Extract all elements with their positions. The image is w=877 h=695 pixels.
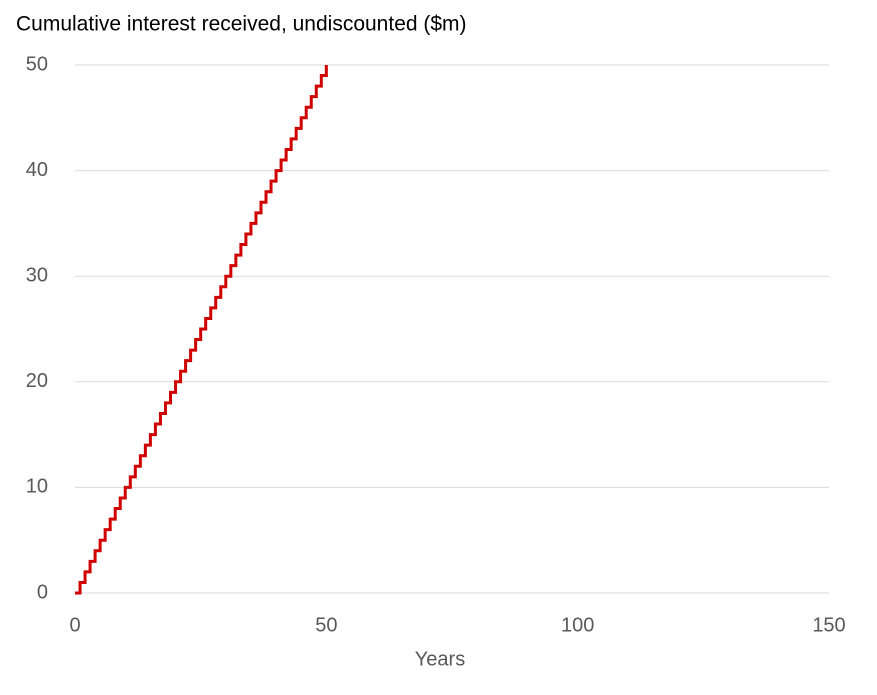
y-tick-label: 30 <box>26 264 48 286</box>
x-tick-label: 150 <box>812 614 845 636</box>
y-tick-label: 0 <box>37 581 48 603</box>
x-tick-label: 0 <box>69 614 80 636</box>
x-tick-label: 50 <box>315 614 337 636</box>
chart-title: Cumulative interest received, undiscount… <box>16 13 467 36</box>
y-tick-label: 10 <box>26 476 48 498</box>
y-tick-label: 40 <box>26 159 48 181</box>
data-line <box>75 65 328 595</box>
x-axis-title: Years <box>415 648 465 670</box>
y-tick-label: 50 <box>26 53 48 75</box>
x-tick-label: 100 <box>561 614 594 636</box>
y-tick-label: 20 <box>26 370 48 392</box>
